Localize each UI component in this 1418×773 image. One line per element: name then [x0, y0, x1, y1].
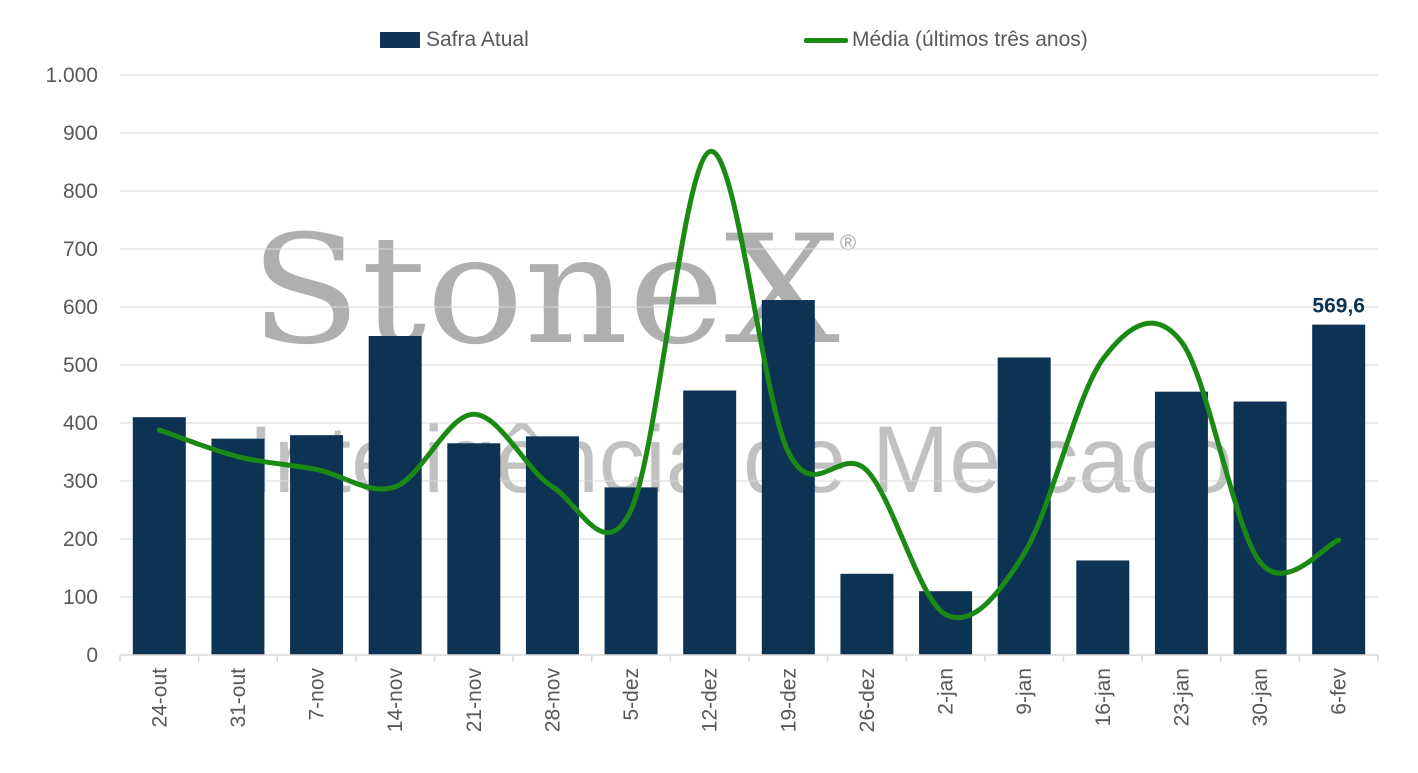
- y-tick-label: 500: [63, 354, 98, 377]
- x-tick-label: 14-nov: [384, 668, 407, 733]
- y-tick-label: 1.000: [45, 64, 98, 87]
- line-series: [156, 149, 1342, 621]
- legend: Safra Atual Média (últimos três anos): [0, 28, 1418, 58]
- legend-item-media: Média (últimos três anos): [804, 28, 1088, 52]
- bar-24-out: [132, 417, 186, 655]
- x-tick-label: 2-jan: [935, 668, 958, 715]
- bar-14-nov: [368, 336, 422, 655]
- y-tick-label: 600: [63, 296, 98, 319]
- bar-12-dez: [683, 390, 737, 655]
- bar-23-jan: [1154, 391, 1208, 655]
- y-tick-label: 900: [63, 122, 98, 145]
- x-tick-label: 28-nov: [541, 668, 564, 733]
- legend-line-swatch: [804, 37, 848, 43]
- x-tick-label: 31-out: [227, 668, 250, 728]
- x-tick-label: 19-dez: [777, 668, 800, 732]
- y-tick-label: 100: [63, 586, 98, 609]
- x-tick-label: 12-dez: [699, 668, 722, 732]
- bar-9-jan: [997, 357, 1051, 655]
- y-tick-label: 400: [63, 412, 98, 435]
- bar-6-fev: [1312, 324, 1366, 655]
- x-tick-label: 6-fev: [1328, 668, 1351, 715]
- media-line: [156, 149, 1342, 621]
- x-tick-label: 5-dez: [620, 668, 643, 721]
- y-tick-label: 200: [63, 528, 98, 551]
- x-tick-label: 30-jan: [1249, 668, 1272, 726]
- x-axis: 24-out 31-out 7-nov 14-nov 21-nov 28-nov 5-dez…: [119, 654, 1379, 733]
- bar-31-out: [211, 438, 265, 655]
- bar-19-dez: [761, 300, 815, 655]
- legend-item-safra-atual: Safra Atual: [380, 28, 529, 52]
- legend-bar-label: Safra Atual: [426, 28, 529, 51]
- y-tick-label: 700: [63, 238, 98, 261]
- x-tick-label: 23-jan: [1170, 668, 1193, 726]
- legend-line-label: Média (últimos três anos): [852, 28, 1088, 51]
- data-label-6-fev: 569,6: [1312, 295, 1365, 318]
- y-tick-label: 0: [86, 644, 98, 667]
- x-tick-label: 7-nov: [306, 668, 329, 721]
- watermark-registered: ®: [840, 230, 856, 255]
- legend-bar-swatch: [380, 32, 420, 48]
- data-labels: 569,6: [1312, 295, 1365, 318]
- y-axis-ticks: 0 100 200 300 400 500 600 700 800 900 1.000: [45, 64, 98, 667]
- x-tick-label: 26-dez: [856, 668, 879, 732]
- y-tick-label: 800: [63, 180, 98, 203]
- x-tick-label: 9-jan: [1013, 668, 1036, 715]
- bar-2-jan: [919, 591, 973, 655]
- x-tick-label: 16-jan: [1092, 668, 1115, 726]
- x-tick-label: 21-nov: [463, 668, 486, 733]
- bar-16-jan: [1076, 560, 1130, 655]
- x-tick-label: 24-out: [148, 668, 171, 728]
- y-tick-label: 300: [63, 470, 98, 493]
- bar-26-dez: [840, 573, 894, 655]
- bar-21-nov: [447, 443, 501, 655]
